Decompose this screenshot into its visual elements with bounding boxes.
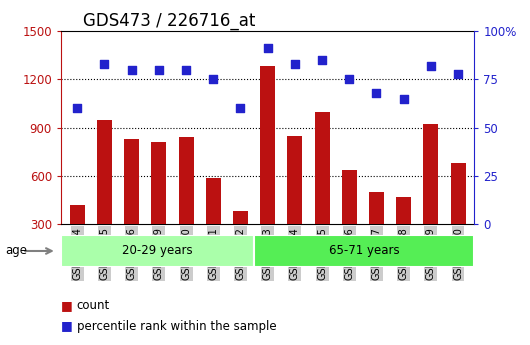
- Bar: [342, 169, 357, 273]
- Bar: [206, 178, 220, 273]
- Text: GDS473 / 226716_at: GDS473 / 226716_at: [83, 12, 256, 30]
- Bar: [396, 197, 411, 273]
- Bar: [124, 139, 139, 273]
- Bar: [97, 120, 112, 273]
- Text: 20-29 years: 20-29 years: [122, 245, 193, 257]
- Point: [236, 106, 245, 111]
- Text: 65-71 years: 65-71 years: [329, 245, 400, 257]
- Bar: [315, 111, 330, 273]
- Point: [209, 77, 217, 82]
- Bar: [152, 142, 166, 273]
- Point: [263, 46, 272, 51]
- Point: [182, 67, 190, 72]
- Text: ■: ■: [61, 299, 73, 312]
- Point: [318, 57, 326, 63]
- Text: percentile rank within the sample: percentile rank within the sample: [77, 319, 277, 333]
- Point: [155, 67, 163, 72]
- Point: [454, 71, 462, 76]
- Point: [427, 63, 435, 69]
- Text: age: age: [5, 245, 28, 257]
- Point: [345, 77, 354, 82]
- Bar: [423, 125, 438, 273]
- Point: [372, 90, 381, 96]
- Text: count: count: [77, 299, 110, 312]
- Bar: [450, 163, 465, 273]
- Point: [73, 106, 82, 111]
- Bar: [254, 235, 474, 267]
- Point: [127, 67, 136, 72]
- Point: [290, 61, 299, 67]
- Bar: [61, 235, 254, 267]
- Bar: [369, 192, 384, 273]
- Text: ■: ■: [61, 319, 73, 333]
- Bar: [70, 205, 85, 273]
- Bar: [179, 137, 193, 273]
- Bar: [233, 211, 248, 273]
- Point: [400, 96, 408, 101]
- Bar: [287, 136, 302, 273]
- Point: [100, 61, 109, 67]
- Bar: [260, 67, 275, 273]
